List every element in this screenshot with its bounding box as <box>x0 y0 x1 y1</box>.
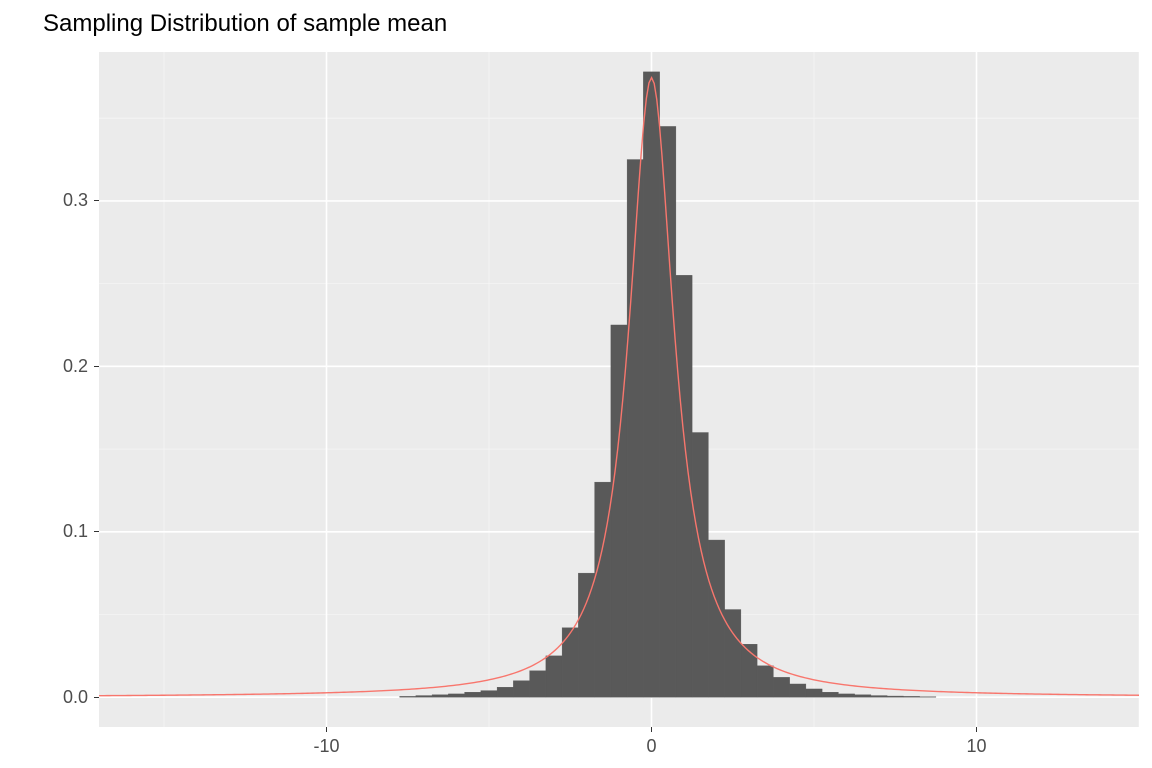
histogram-bar <box>871 696 887 698</box>
histogram-bar <box>643 72 659 697</box>
histogram-bar <box>416 696 432 698</box>
histogram-bar <box>692 433 708 698</box>
chart-title: Sampling Distribution of sample mean <box>43 10 447 38</box>
histogram-bar <box>660 126 676 697</box>
histogram-bar <box>448 694 464 697</box>
y-tick <box>94 697 99 698</box>
x-tick <box>651 727 652 732</box>
histogram-bar <box>806 689 822 697</box>
x-tick <box>326 727 327 732</box>
histogram-bar <box>465 692 481 697</box>
plot-panel <box>99 52 1139 727</box>
histogram-bar <box>562 628 578 697</box>
histogram-bar <box>887 696 903 697</box>
y-tick-label: 0.3 <box>63 190 88 211</box>
y-tick <box>94 531 99 532</box>
histogram-bar <box>822 692 838 697</box>
histogram-bar <box>546 656 562 697</box>
y-tick <box>94 366 99 367</box>
histogram-bar <box>725 610 741 698</box>
y-tick <box>94 200 99 201</box>
x-tick-label: -10 <box>314 736 340 757</box>
chart-wrapper: Sampling Distribution of sample mean -10… <box>0 0 1152 768</box>
histogram-bar <box>790 684 806 697</box>
x-tick-label: 0 <box>647 736 657 757</box>
histogram-bar <box>513 681 529 698</box>
x-tick-label: 10 <box>967 736 987 757</box>
histogram-bar <box>481 691 497 698</box>
y-tick-label: 0.2 <box>63 356 88 377</box>
histogram-bar <box>757 666 773 697</box>
y-tick-label: 0.1 <box>63 521 88 542</box>
histogram-bar <box>530 671 546 697</box>
histogram-bar <box>400 696 416 697</box>
plot-svg <box>99 52 1139 727</box>
histogram-bar <box>497 687 513 697</box>
histogram-bar <box>741 644 757 697</box>
histogram-bar <box>838 694 854 697</box>
histogram-bar <box>578 573 594 697</box>
histogram-bar <box>773 677 789 697</box>
histogram-bar <box>708 540 724 697</box>
histogram-bar <box>903 696 919 697</box>
x-tick <box>976 727 977 732</box>
histogram-bar <box>855 695 871 697</box>
y-tick-label: 0.0 <box>63 687 88 708</box>
histogram-bar <box>432 695 448 697</box>
